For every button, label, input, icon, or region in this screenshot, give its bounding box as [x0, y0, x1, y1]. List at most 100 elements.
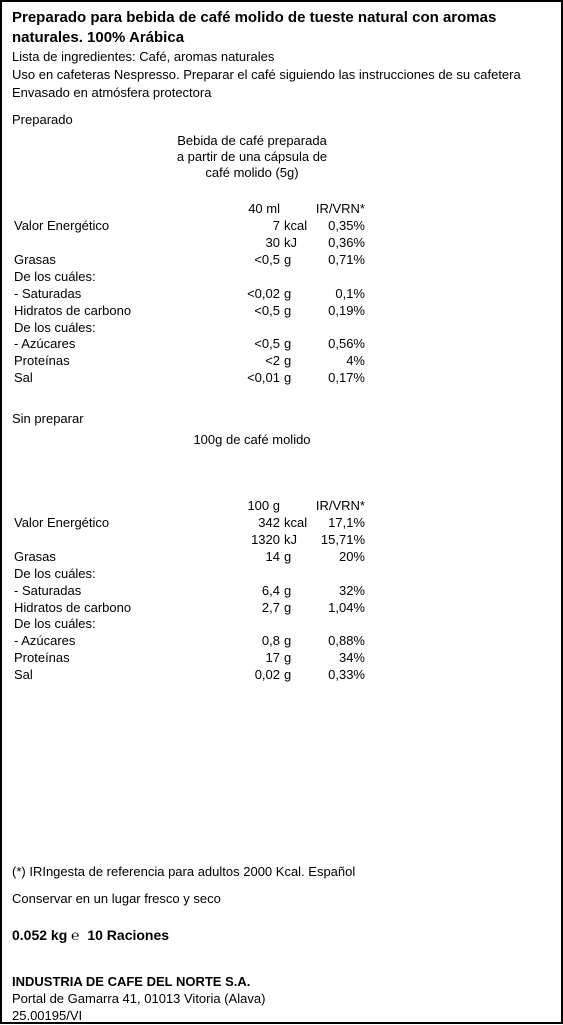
row-percent: 0,36% — [312, 235, 367, 252]
row-percent: 0,35% — [312, 218, 367, 235]
nutrition-row: De los cuáles: — [12, 320, 551, 337]
row-value: 1320 — [192, 532, 282, 549]
row-percent: 4% — [312, 353, 367, 370]
company-code: 25.00195/VI — [12, 1008, 551, 1025]
row-label: Valor Energético — [12, 218, 192, 235]
col-amount: 100 g — [192, 498, 282, 515]
row-percent — [312, 616, 367, 633]
row-value — [192, 566, 282, 583]
row-label: Proteínas — [12, 650, 192, 667]
row-value: 14 — [192, 549, 282, 566]
row-label: - Saturadas — [12, 583, 192, 600]
row-label: Hidratos de carbono — [12, 303, 192, 320]
row-unit: g — [282, 600, 312, 617]
col-ir: IR/VRN* — [312, 498, 367, 515]
row-value: 342 — [192, 515, 282, 532]
row-label: De los cuáles: — [12, 566, 192, 583]
company-block: INDUSTRIA DE CAFE DEL NORTE S.A. Portal … — [12, 974, 551, 1025]
row-label: Sal — [12, 667, 192, 684]
unprepared-header: Sin preparar — [12, 411, 551, 428]
packaging-line: Envasado en atmósfera protectora — [12, 85, 551, 102]
unprepared-header-row: 100 g IR/VRN* — [12, 498, 551, 515]
row-value: 17 — [192, 650, 282, 667]
row-label: Grasas — [12, 549, 192, 566]
row-percent: 17,1% — [312, 515, 367, 532]
serving-l1: Bebida de café preparada — [177, 133, 327, 148]
row-label: Hidratos de carbono — [12, 600, 192, 617]
row-percent: 0,19% — [312, 303, 367, 320]
row-label: - Azúcares — [12, 336, 192, 353]
nutrition-row: - Azúcares0,8g0,88% — [12, 633, 551, 650]
row-value: <0,5 — [192, 336, 282, 353]
row-unit: g — [282, 336, 312, 353]
row-percent: 20% — [312, 549, 367, 566]
row-unit: kJ — [282, 235, 312, 252]
row-value: 0,02 — [192, 667, 282, 684]
prepared-table: 40 ml IR/VRN* Valor Energético7kcal0,35%… — [12, 201, 551, 387]
row-value: 30 — [192, 235, 282, 252]
unprepared-serving-desc: 100g de café molido — [152, 432, 352, 448]
prepared-header-row: 40 ml IR/VRN* — [12, 201, 551, 218]
row-unit: g — [282, 583, 312, 600]
prepared-header: Preparado — [12, 112, 551, 129]
row-unit: g — [282, 370, 312, 387]
nutrition-row: 1320kJ15,71% — [12, 532, 551, 549]
row-label: Sal — [12, 370, 192, 387]
row-unit — [282, 320, 312, 337]
row-percent: 0,71% — [312, 252, 367, 269]
row-percent — [312, 269, 367, 286]
nutrition-row: Valor Energético7kcal0,35% — [12, 218, 551, 235]
nutrition-row: Grasas<0,5g0,71% — [12, 252, 551, 269]
row-percent — [312, 566, 367, 583]
ingredients-line: Lista de ingredientes: Café, aromas natu… — [12, 49, 551, 66]
row-label: Proteínas — [12, 353, 192, 370]
serving-l2: a partir de una cápsula de — [177, 149, 327, 164]
row-value: <0,02 — [192, 286, 282, 303]
row-value: <0,5 — [192, 252, 282, 269]
net-weight: 0.052 kg — [12, 927, 67, 943]
row-label — [12, 532, 192, 549]
storage-line: Conservar en un lugar fresco y seco — [12, 891, 551, 908]
row-unit: kcal — [282, 515, 312, 532]
row-unit: g — [282, 667, 312, 684]
nutrition-row: - Azúcares<0,5g0,56% — [12, 336, 551, 353]
row-unit: g — [282, 549, 312, 566]
row-percent — [312, 320, 367, 337]
row-label: De los cuáles: — [12, 269, 192, 286]
nutrition-row: Valor Energético342kcal17,1% — [12, 515, 551, 532]
row-unit: g — [282, 303, 312, 320]
row-value — [192, 269, 282, 286]
row-value: 0,8 — [192, 633, 282, 650]
row-unit: g — [282, 650, 312, 667]
row-label: - Saturadas — [12, 286, 192, 303]
row-value — [192, 320, 282, 337]
row-unit: g — [282, 353, 312, 370]
row-value: 6,4 — [192, 583, 282, 600]
nutrition-row: - Saturadas<0,02g0,1% — [12, 286, 551, 303]
row-value: 2,7 — [192, 600, 282, 617]
row-percent: 0,56% — [312, 336, 367, 353]
row-percent: 0,33% — [312, 667, 367, 684]
estimated-symbol: ℮ — [71, 927, 79, 943]
weight-line: 0.052 kg ℮ 10 Raciones — [12, 926, 551, 944]
col-amount: 40 ml — [192, 201, 282, 218]
row-percent: 32% — [312, 583, 367, 600]
nutrition-row: Hidratos de carbono2,7g1,04% — [12, 600, 551, 617]
row-label: De los cuáles: — [12, 616, 192, 633]
row-label: Grasas — [12, 252, 192, 269]
nutrition-row: De los cuáles: — [12, 566, 551, 583]
row-percent: 34% — [312, 650, 367, 667]
unprepared-table: 100 g IR/VRN* Valor Energético342kcal17,… — [12, 498, 551, 684]
company-address: Portal de Gamarra 41, 01013 Vitoria (Ala… — [12, 991, 551, 1008]
row-label — [12, 235, 192, 252]
product-title: Preparado para bebida de café molido de … — [12, 8, 551, 47]
row-value — [192, 616, 282, 633]
nutrition-row: Proteínas17g34% — [12, 650, 551, 667]
footnote: (*) IRIngesta de referencia para adultos… — [12, 864, 551, 881]
nutrition-row: - Saturadas6,4g32% — [12, 583, 551, 600]
row-unit — [282, 616, 312, 633]
row-percent: 0,88% — [312, 633, 367, 650]
row-value: 7 — [192, 218, 282, 235]
row-unit — [282, 566, 312, 583]
row-label: De los cuáles: — [12, 320, 192, 337]
